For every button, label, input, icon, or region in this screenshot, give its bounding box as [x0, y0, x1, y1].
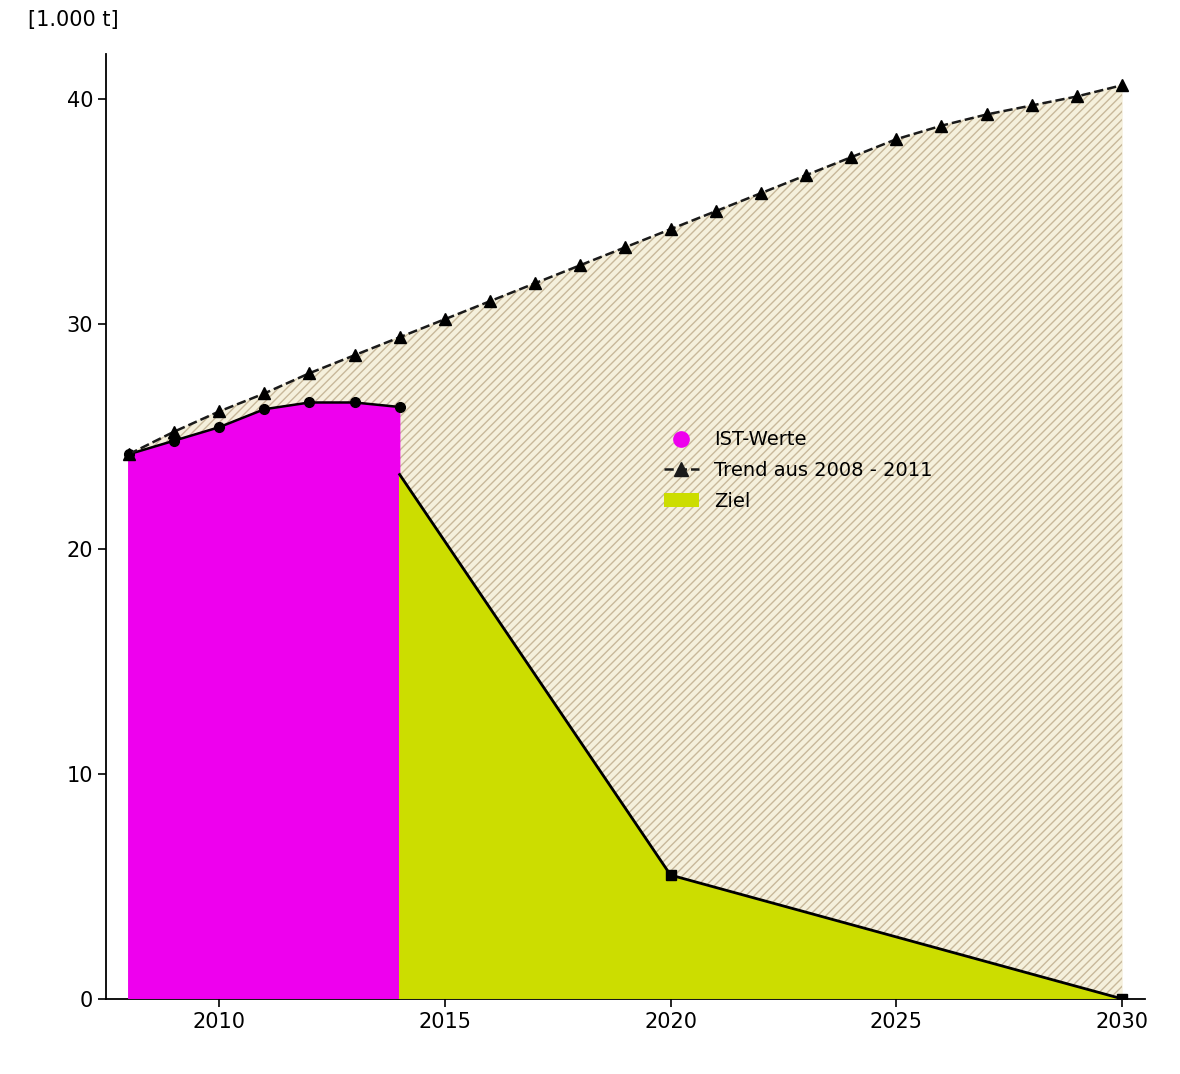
Polygon shape — [129, 403, 400, 999]
Text: [1.000 t]: [1.000 t] — [28, 10, 119, 30]
Polygon shape — [129, 85, 1122, 999]
Legend: IST-Werte, Trend aus 2008 - 2011, Ziel: IST-Werte, Trend aus 2008 - 2011, Ziel — [656, 422, 940, 519]
Polygon shape — [400, 475, 1122, 999]
